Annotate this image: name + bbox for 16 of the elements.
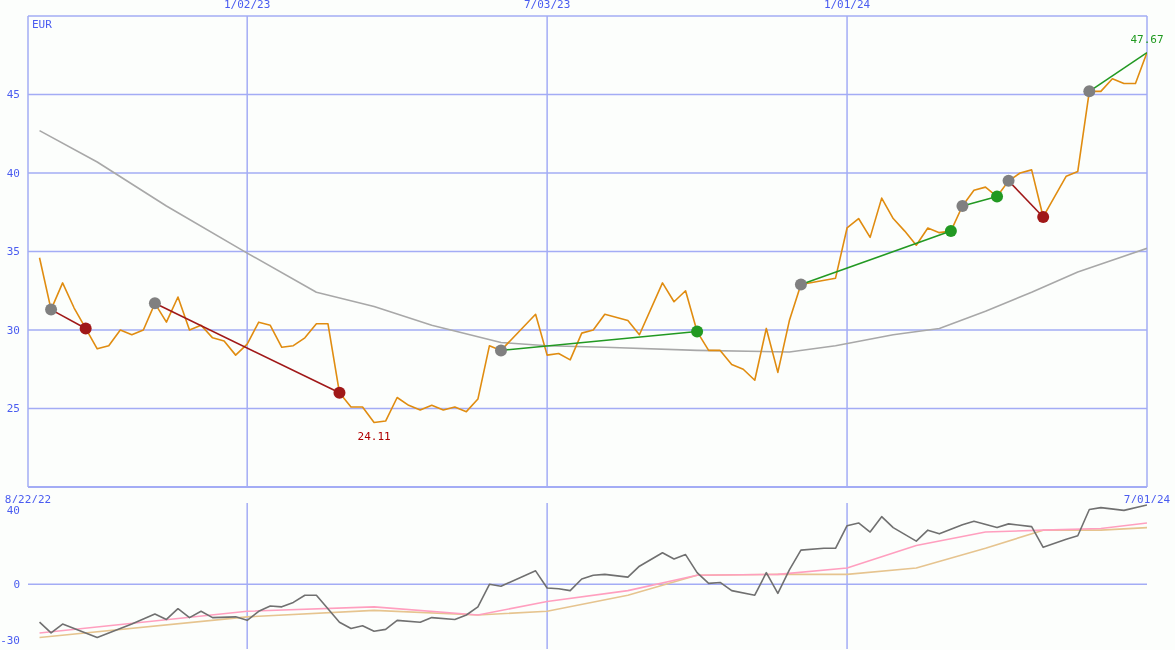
x-tick-label: 7/01/24: [1123, 492, 1171, 506]
y-tick-label: 25: [6, 402, 20, 416]
y-tick-label: 0: [13, 578, 20, 592]
x2-tick-label: 1/02/23: [224, 0, 271, 11]
y-tick-label: 45: [6, 88, 20, 102]
y-axis-title: EUR: [32, 18, 52, 31]
y-tick-label: -30: [0, 633, 20, 647]
y-tick-label: 35: [6, 245, 20, 259]
x2-tick-label: 1/01/24: [823, 0, 871, 11]
annotation: 24.11: [357, 430, 391, 444]
y-tick-label: 40: [6, 166, 20, 180]
annotation: 47.67: [1130, 32, 1164, 46]
y-tick-label: 40: [6, 504, 20, 518]
y-tick-label: 30: [6, 323, 20, 337]
x-tick-label: 8/22/22: [4, 492, 52, 506]
x2-tick-label: 7/03/23: [523, 0, 571, 11]
